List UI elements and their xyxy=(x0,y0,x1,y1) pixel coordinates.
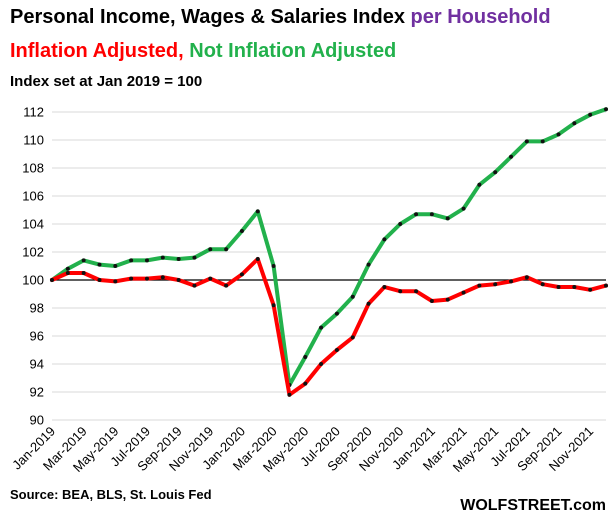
title-part2: per Household xyxy=(410,6,551,28)
data-point xyxy=(129,258,134,263)
data-point xyxy=(160,255,165,260)
y-tick-label: 112 xyxy=(23,105,44,120)
data-point xyxy=(271,303,276,308)
data-point xyxy=(398,222,403,226)
gridlines xyxy=(52,111,606,421)
data-point xyxy=(524,275,529,280)
y-tick-label: 98 xyxy=(30,301,44,316)
y-tick-label: 90 xyxy=(30,413,44,428)
data-point xyxy=(192,283,197,288)
title-green-label: Not Inflation Adjusted xyxy=(189,40,397,62)
series-group xyxy=(50,107,608,397)
data-point xyxy=(604,283,608,288)
data-point xyxy=(239,229,244,233)
data-point xyxy=(572,121,577,126)
y-tick-label: 104 xyxy=(22,217,44,232)
data-point xyxy=(65,266,70,271)
x-axis: Jan-2019Mar-2019May-2019Jul-2019Sep-2019… xyxy=(9,424,596,475)
data-point xyxy=(366,301,371,306)
data-point xyxy=(556,285,561,289)
y-tick-label: 102 xyxy=(22,245,44,260)
data-point xyxy=(81,258,86,263)
data-point xyxy=(176,257,181,261)
data-point xyxy=(572,285,577,289)
data-point xyxy=(477,182,482,187)
data-point xyxy=(445,216,450,221)
data-point xyxy=(382,285,387,289)
data-point xyxy=(382,237,387,242)
data-point xyxy=(81,271,86,275)
watermark: WOLFSTREET.com xyxy=(460,497,606,514)
y-tick-label: 96 xyxy=(30,329,44,344)
data-point xyxy=(540,282,545,287)
y-axis: 90 92 94 96 98 100 102 104 106 108 110 112 xyxy=(22,105,44,428)
data-point xyxy=(429,212,434,217)
y-tick-label: 94 xyxy=(30,357,44,372)
data-point xyxy=(113,279,118,284)
source-note: Source: BEA, BLS, St. Louis Fed xyxy=(10,487,212,502)
data-point xyxy=(239,272,244,277)
data-point xyxy=(271,264,276,268)
data-point xyxy=(176,278,181,282)
title-red-label: Inflation Adjusted, xyxy=(10,40,184,62)
data-point xyxy=(588,287,593,292)
data-point xyxy=(493,170,498,175)
data-point xyxy=(445,297,450,302)
data-point xyxy=(319,362,324,366)
data-point xyxy=(588,112,593,117)
data-point xyxy=(350,294,355,299)
data-point xyxy=(540,139,545,144)
data-point xyxy=(509,279,514,284)
data-point xyxy=(414,212,419,217)
data-point xyxy=(287,392,292,397)
data-point xyxy=(556,132,561,137)
data-point xyxy=(303,381,308,386)
data-point xyxy=(429,299,434,303)
data-point xyxy=(334,311,339,316)
data-point xyxy=(461,206,466,211)
data-point xyxy=(334,348,339,352)
data-point xyxy=(65,271,70,275)
data-point xyxy=(604,107,608,112)
data-point xyxy=(319,325,324,330)
data-point xyxy=(224,283,229,288)
series-line-not-inflation-adjusted xyxy=(50,107,608,387)
data-point xyxy=(97,262,102,267)
data-point xyxy=(113,264,118,268)
data-point xyxy=(160,275,165,280)
data-point xyxy=(255,257,260,261)
data-point xyxy=(509,154,514,159)
data-point xyxy=(224,247,229,252)
chart-subtitle: Index set at Jan 2019 = 100 xyxy=(10,73,203,90)
title-part1: Personal Income, Wages & Salaries Index xyxy=(10,6,411,28)
data-point xyxy=(129,276,134,281)
data-point xyxy=(524,139,529,144)
y-tick-label: 106 xyxy=(22,189,44,204)
chart-title: Personal Income, Wages & Salaries Index … xyxy=(10,6,551,29)
chart-title-line2: Inflation Adjusted, Not Inflation Adjust… xyxy=(10,40,396,63)
data-point xyxy=(208,276,213,281)
data-point xyxy=(493,282,498,287)
data-point xyxy=(144,276,149,281)
data-point xyxy=(208,247,213,252)
data-point xyxy=(192,255,197,260)
data-point xyxy=(461,290,466,295)
data-point xyxy=(414,289,419,294)
data-point xyxy=(50,278,54,282)
y-tick-label: 108 xyxy=(22,161,44,176)
data-point xyxy=(303,355,308,359)
y-tick-label: 110 xyxy=(23,133,44,148)
data-point xyxy=(398,289,403,294)
data-point xyxy=(255,209,260,214)
data-point xyxy=(477,283,482,288)
y-tick-label: 100 xyxy=(22,273,44,288)
data-point xyxy=(366,262,371,267)
data-point xyxy=(144,258,149,263)
y-tick-label: 92 xyxy=(30,385,44,400)
series-line-inflation-adjusted xyxy=(50,257,608,397)
data-point xyxy=(350,335,355,340)
data-point xyxy=(97,278,102,282)
